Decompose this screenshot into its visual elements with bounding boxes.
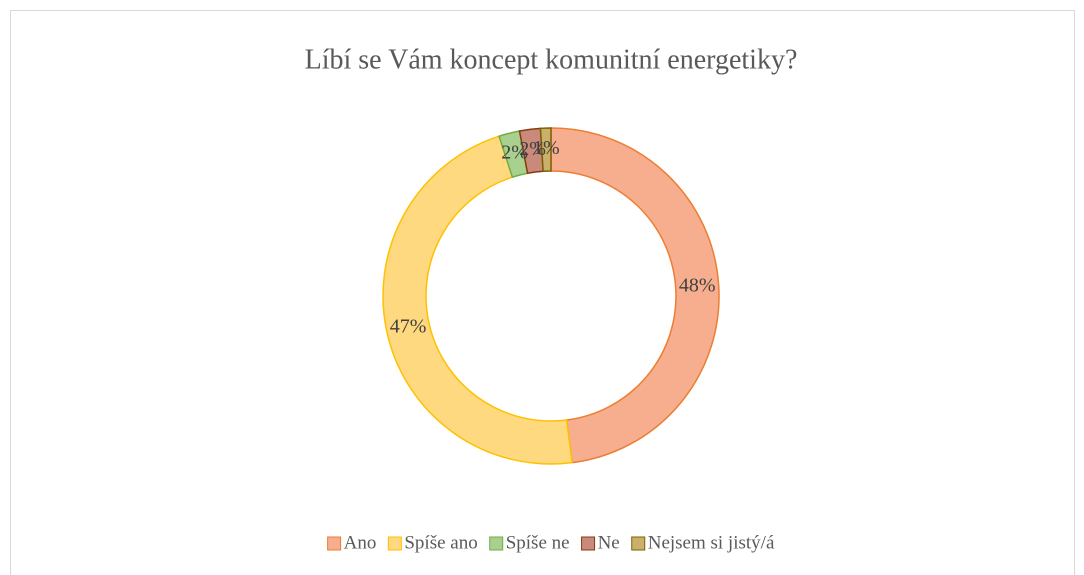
data-label: 2% — [501, 142, 528, 164]
legend-label: Ano — [344, 532, 377, 553]
data-label: 2% — [519, 138, 546, 160]
legend-swatch — [631, 536, 646, 551]
legend-label: Nejsem si jistý/á — [648, 532, 775, 553]
chart-frame — [10, 10, 1075, 575]
legend-label: Spíše ne — [506, 532, 570, 553]
donut-segment — [550, 127, 720, 464]
data-label: 48% — [679, 274, 716, 296]
legend-swatch — [327, 536, 342, 551]
legend-swatch — [489, 536, 504, 551]
data-label: 1% — [533, 137, 560, 159]
donut-segment — [539, 127, 552, 173]
chart-title: Líbí se Vám koncept komunitní energetiky… — [305, 44, 798, 75]
legend-label: Spíše ano — [404, 532, 477, 553]
legend-swatch — [387, 536, 402, 551]
legend-label: Ne — [598, 532, 620, 553]
data-label: 47% — [390, 316, 427, 338]
legend-swatch — [581, 536, 596, 551]
donut-segment — [382, 135, 573, 465]
